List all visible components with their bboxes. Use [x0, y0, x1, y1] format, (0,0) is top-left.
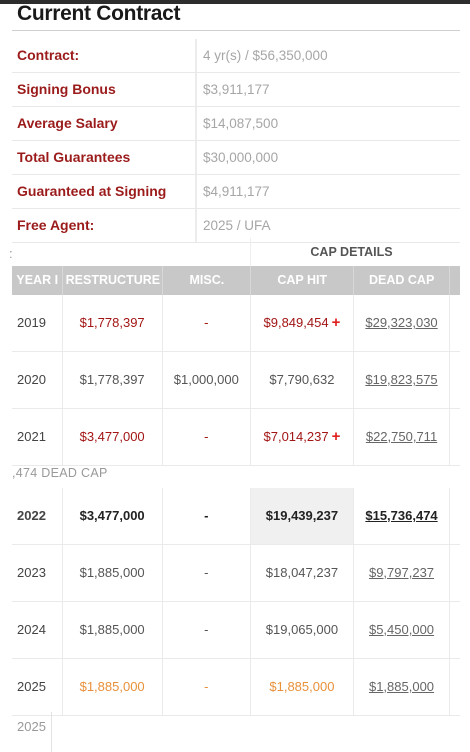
table-row: 2023 $1,885,000 - $18,047,237 $9,797,237 — [12, 545, 460, 602]
table-row: 2025 $1,885,000 - $1,885,000 $1,885,000 — [12, 659, 460, 716]
year-cell: 2020 — [12, 352, 63, 408]
misc-cell: - — [163, 295, 251, 351]
cap-hit-value: $9,849,454 — [263, 315, 329, 330]
table-row: 2021 $3,477,000 - $7,014,237 + $22,750,71… — [12, 409, 460, 466]
misc-cell: - — [163, 545, 251, 601]
misc-cell: - — [163, 409, 251, 465]
table-header: YEAR I RESTRUCTURE MISC. CAP HIT DEAD CA… — [12, 266, 460, 295]
col-overflow — [450, 266, 460, 295]
cap-hit-cell: $18,047,237 — [251, 545, 354, 601]
table-row: 2020 $1,778,397 $1,000,000 $7,790,632 $1… — [12, 352, 460, 409]
restructure-cell: $3,477,000 — [63, 488, 163, 544]
dead-cap-cell[interactable]: $1,885,000 — [354, 659, 451, 715]
partial-header-mark: : — [9, 246, 13, 261]
table-footer-row: 2025 — [12, 712, 460, 752]
signing-bonus-label: Signing Bonus — [12, 73, 197, 106]
col-restructure[interactable]: RESTRUCTURE — [63, 266, 164, 295]
cap-hit-cell: $19,065,000 — [251, 602, 354, 658]
year-cell: 2022 — [12, 488, 63, 544]
cap-hit-cell: $19,439,237 — [250, 488, 354, 544]
col-year[interactable]: YEAR I — [12, 266, 64, 295]
free-agent-value: 2025 / UFA — [203, 218, 271, 233]
restructure-cell: $1,885,000 — [63, 545, 163, 601]
total-guarantees-label: Total Guarantees — [12, 141, 197, 174]
cap-hit-value: $7,014,237 — [263, 429, 329, 444]
plus-icon[interactable]: + — [331, 428, 341, 445]
col-cap-hit[interactable]: CAP HIT — [251, 266, 355, 295]
dead-cap-cell[interactable]: $19,823,575 — [354, 352, 451, 408]
total-guarantees-value: $30,000,000 — [203, 150, 279, 165]
top-bar — [0, 0, 470, 4]
signing-bonus-value: $3,911,177 — [203, 82, 270, 97]
table-row: 2024 $1,885,000 - $19,065,000 $5,450,000 — [12, 602, 460, 659]
plus-icon[interactable]: + — [331, 314, 341, 331]
misc-cell: - — [163, 659, 251, 715]
year-cell: 2025 — [17, 719, 46, 734]
contract-value: 4 yr(s) / $56,350,000 — [203, 48, 328, 63]
table-row-current: 2022 $3,477,000 - $19,439,237 $15,736,47… — [12, 488, 460, 545]
guaranteed-signing-value: $4,911,177 — [203, 184, 270, 199]
cap-hit-cell: $7,790,632 — [251, 352, 354, 408]
col-misc[interactable]: MISC. — [163, 266, 252, 295]
contract-summary: Contract: 4 yr(s) / $56,350,000 Signing … — [12, 39, 460, 243]
contract-row: Guaranteed at Signing $4,911,177 — [12, 175, 460, 209]
section-title: Current Contract — [17, 2, 181, 25]
misc-cell: - — [163, 488, 251, 544]
year-cell: 2024 — [12, 602, 63, 658]
dead-cap-cell[interactable]: $9,797,237 — [354, 545, 451, 601]
average-salary-label: Average Salary — [12, 107, 197, 140]
restructure-cell: $3,477,000 — [63, 409, 163, 465]
restructure-cell: $1,778,397 — [63, 352, 163, 408]
restructure-cell: $1,885,000 — [63, 659, 163, 715]
year-cell: 2021 — [12, 409, 63, 465]
average-salary-value: $14,087,500 — [203, 116, 279, 131]
misc-cell: $1,000,000 — [163, 352, 251, 408]
table-row: 2019 $1,778,397 - $9,849,454 + $29,323,03… — [12, 295, 460, 352]
guaranteed-signing-label: Guaranteed at Signing — [12, 175, 197, 208]
dead-cap-cell[interactable]: $5,450,000 — [354, 602, 451, 658]
restructure-cell: $1,778,397 — [63, 295, 163, 351]
cap-hit-cell: $9,849,454 + — [251, 295, 354, 351]
contract-row: Signing Bonus $3,911,177 — [12, 73, 460, 107]
free-agent-label: Free Agent: — [12, 209, 197, 242]
cap-hit-cell: $1,885,000 — [251, 659, 354, 715]
dead-cap-note: ,474 DEAD CAP — [12, 466, 108, 480]
cap-details-header: CAP DETAILS — [250, 238, 452, 266]
contract-label: Contract: — [12, 39, 197, 72]
table-body-upper: 2019 $1,778,397 - $9,849,454 + $29,323,03… — [12, 295, 460, 466]
year-cell: 2023 — [12, 545, 63, 601]
title-divider — [12, 30, 460, 31]
contract-row: Contract: 4 yr(s) / $56,350,000 — [12, 39, 460, 73]
cap-hit-cell: $7,014,237 + — [251, 409, 354, 465]
contract-row: Average Salary $14,087,500 — [12, 107, 460, 141]
year-cell: 2019 — [12, 295, 63, 351]
table-body-lower: 2022 $3,477,000 - $19,439,237 $15,736,47… — [12, 488, 460, 716]
restructure-cell: $1,885,000 — [63, 602, 163, 658]
year-cell: 2025 — [12, 659, 63, 715]
contract-row: Total Guarantees $30,000,000 — [12, 141, 460, 175]
contract-row: Free Agent: 2025 / UFA — [12, 209, 460, 243]
misc-cell: - — [163, 602, 251, 658]
dead-cap-cell[interactable]: $22,750,711 — [354, 409, 451, 465]
col-dead-cap[interactable]: DEAD CAP — [354, 266, 451, 295]
dead-cap-cell[interactable]: $29,323,030 — [354, 295, 451, 351]
dead-cap-cell[interactable]: $15,736,474 — [354, 488, 451, 544]
column-divider — [51, 712, 52, 752]
